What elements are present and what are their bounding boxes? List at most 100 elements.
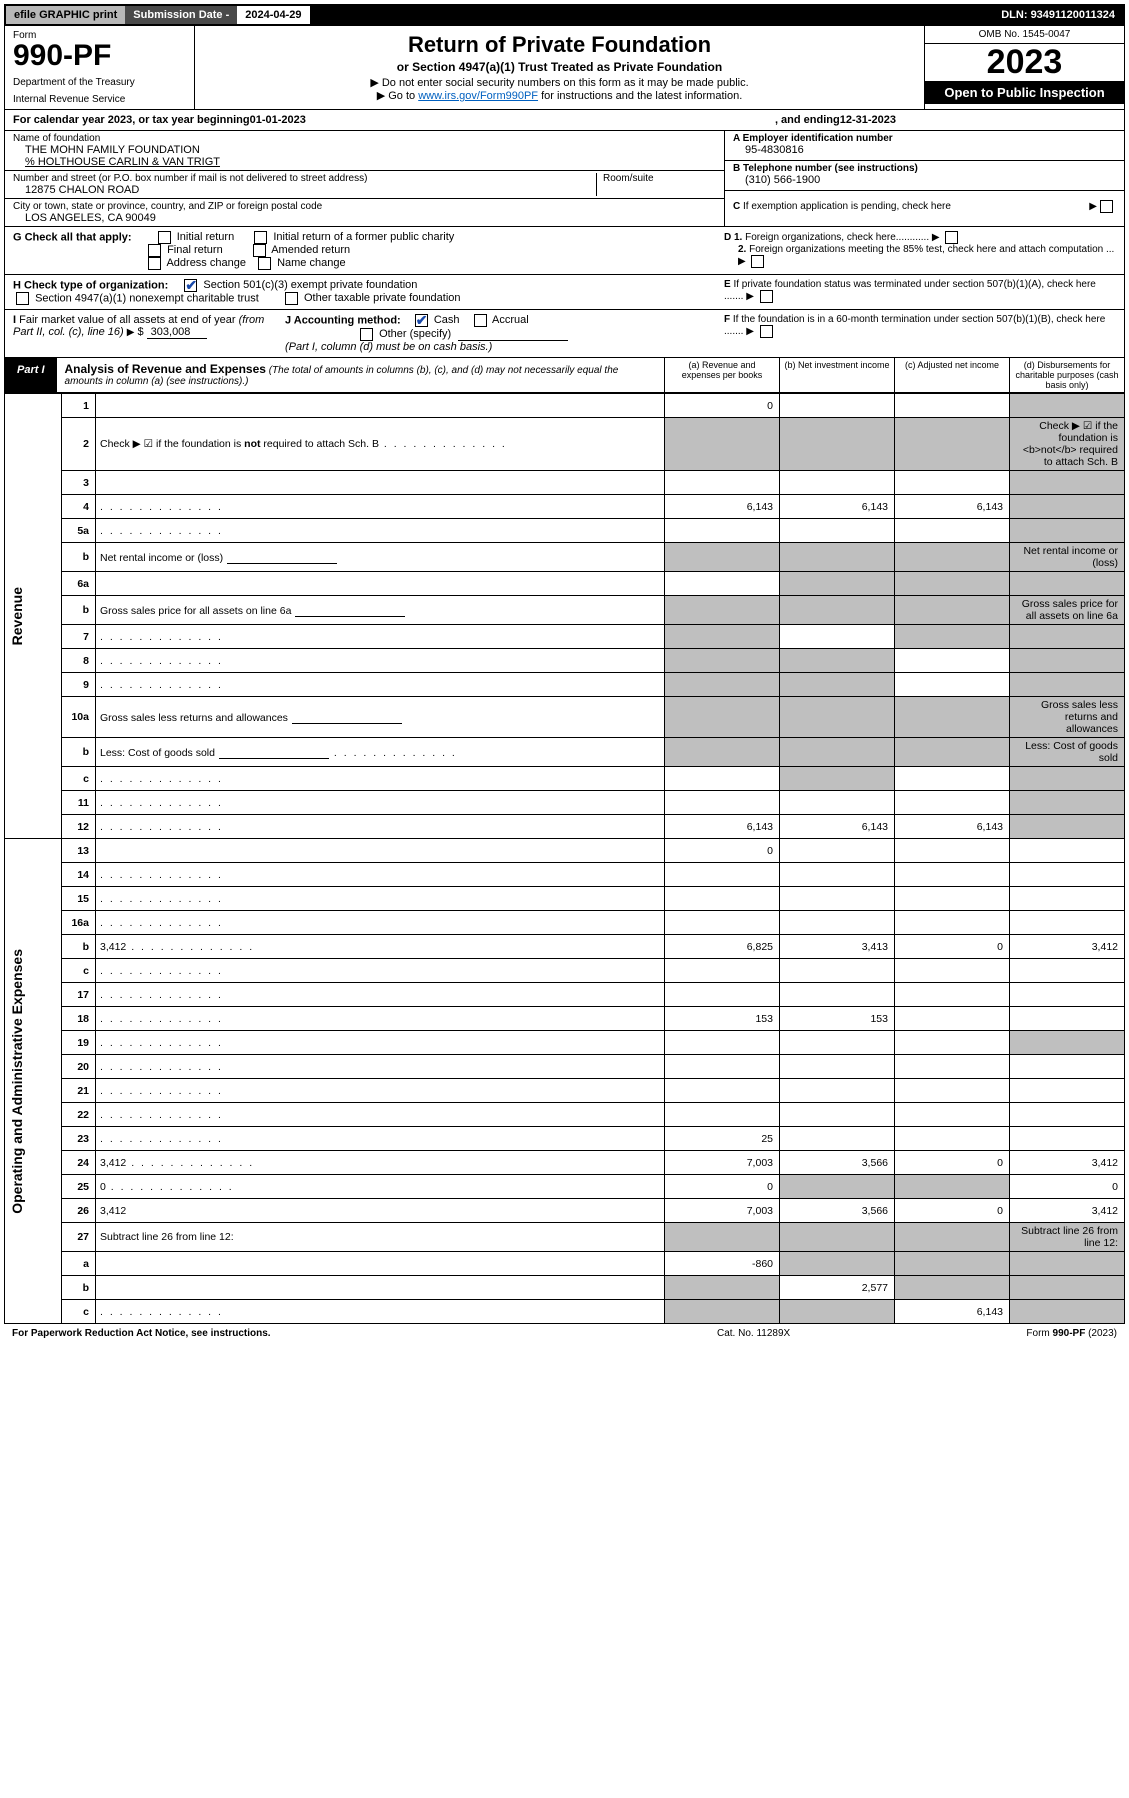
line-value-a bbox=[665, 625, 780, 649]
table-row: b2,577 bbox=[5, 1276, 1125, 1300]
line-value-d bbox=[1010, 887, 1125, 911]
arrow-icon bbox=[127, 326, 135, 338]
line-description bbox=[96, 1055, 665, 1079]
line-value-d bbox=[1010, 1300, 1125, 1324]
line-value-a: 6,143 bbox=[665, 815, 780, 839]
line-value-c bbox=[895, 543, 1010, 572]
line-value-d bbox=[1010, 673, 1125, 697]
accrual-checkbox[interactable] bbox=[474, 314, 487, 327]
line-description bbox=[96, 791, 665, 815]
table-row: 21 bbox=[5, 1079, 1125, 1103]
line-value-a bbox=[665, 1079, 780, 1103]
table-row: 7 bbox=[5, 625, 1125, 649]
line-value-b bbox=[780, 983, 895, 1007]
table-row: 9 bbox=[5, 673, 1125, 697]
name-change-checkbox[interactable] bbox=[258, 257, 271, 270]
submission-date: 2024-04-29 bbox=[237, 6, 309, 24]
line-value-b bbox=[780, 519, 895, 543]
line-value-c: 0 bbox=[895, 1199, 1010, 1223]
line-value-a bbox=[665, 767, 780, 791]
line-description bbox=[96, 887, 665, 911]
page-footer: For Paperwork Reduction Act Notice, see … bbox=[4, 1324, 1125, 1343]
line-description: 3,412 bbox=[96, 1199, 665, 1223]
city-state-zip: LOS ANGELES, CA 90049 bbox=[13, 212, 716, 224]
cash-checkbox[interactable] bbox=[415, 314, 428, 327]
other-method-checkbox[interactable] bbox=[360, 328, 373, 341]
foreign-org-checkbox[interactable] bbox=[945, 231, 958, 244]
line-description bbox=[96, 1103, 665, 1127]
line-value-c bbox=[895, 1103, 1010, 1127]
line-value-b bbox=[780, 911, 895, 935]
table-row: bNet rental income or (loss)Net rental i… bbox=[5, 543, 1125, 572]
table-row: 16a bbox=[5, 911, 1125, 935]
line-value-a: 6,825 bbox=[665, 935, 780, 959]
line-description: Net rental income or (loss) bbox=[96, 543, 665, 572]
line-value-d bbox=[1010, 983, 1125, 1007]
form990pf-link[interactable]: www.irs.gov/Form990PF bbox=[418, 90, 538, 102]
table-row: c bbox=[5, 959, 1125, 983]
line-value-d: Net rental income or (loss) bbox=[1010, 543, 1125, 572]
status-terminated-checkbox[interactable] bbox=[760, 290, 773, 303]
line-number: 8 bbox=[62, 649, 96, 673]
line-number: b bbox=[62, 738, 96, 767]
amended-return-checkbox[interactable] bbox=[253, 244, 266, 257]
line-description bbox=[96, 394, 665, 418]
line-value-c bbox=[895, 572, 1010, 596]
tax-year-begin: 01-01-2023 bbox=[250, 114, 306, 126]
line-value-b bbox=[780, 1103, 895, 1127]
line-value-c bbox=[895, 1127, 1010, 1151]
line-value-a: 6,143 bbox=[665, 495, 780, 519]
501c3-checkbox[interactable] bbox=[184, 279, 197, 292]
line-value-b: 3,566 bbox=[780, 1199, 895, 1223]
line-value-c bbox=[895, 418, 1010, 471]
line-value-b bbox=[780, 394, 895, 418]
line-value-c bbox=[895, 983, 1010, 1007]
exemption-pending-label: If exemption application is pending, che… bbox=[743, 201, 951, 212]
line-number: c bbox=[62, 767, 96, 791]
other-taxable-checkbox[interactable] bbox=[285, 292, 298, 305]
line-value-c bbox=[895, 767, 1010, 791]
line-description bbox=[96, 625, 665, 649]
line-value-a: 7,003 bbox=[665, 1199, 780, 1223]
initial-return-checkbox[interactable] bbox=[158, 231, 171, 244]
final-return-checkbox[interactable] bbox=[148, 244, 161, 257]
line-value-d bbox=[1010, 649, 1125, 673]
line-value-a bbox=[665, 911, 780, 935]
table-row: 8 bbox=[5, 649, 1125, 673]
line-value-d bbox=[1010, 911, 1125, 935]
line-description bbox=[96, 572, 665, 596]
arrow-icon bbox=[746, 291, 754, 302]
status-terminated-label: If private foundation status was termina… bbox=[724, 279, 1096, 302]
line-value-a bbox=[665, 791, 780, 815]
initial-return-public-checkbox[interactable] bbox=[254, 231, 267, 244]
line-value-b bbox=[780, 625, 895, 649]
address-change-checkbox[interactable] bbox=[148, 257, 161, 270]
line-value-a bbox=[665, 1103, 780, 1127]
col-c-header: (c) Adjusted net income bbox=[894, 358, 1009, 392]
submission-label: Submission Date - bbox=[125, 6, 237, 24]
line-number: a bbox=[62, 1252, 96, 1276]
line-value-a bbox=[665, 887, 780, 911]
line-value-c bbox=[895, 1031, 1010, 1055]
line-value-a bbox=[665, 1276, 780, 1300]
4947a1-checkbox[interactable] bbox=[16, 292, 29, 305]
line-value-c bbox=[895, 911, 1010, 935]
line-number: c bbox=[62, 1300, 96, 1324]
line-value-c bbox=[895, 839, 1010, 863]
exemption-pending-checkbox[interactable] bbox=[1100, 200, 1113, 213]
form-footer-label: Form 990-PF (2023) bbox=[917, 1328, 1117, 1339]
line-value-b bbox=[780, 738, 895, 767]
form-title: Return of Private Foundation bbox=[201, 32, 918, 58]
line-value-c bbox=[895, 649, 1010, 673]
col-b-header: (b) Net investment income bbox=[779, 358, 894, 392]
line-description bbox=[96, 495, 665, 519]
foreign-85-checkbox[interactable] bbox=[751, 255, 764, 268]
form-header: Form 990-PF Department of the Treasury I… bbox=[4, 26, 1125, 110]
line-value-b bbox=[780, 767, 895, 791]
line-description: Check ▶ ☑ if the foundation is not requi… bbox=[96, 418, 665, 471]
60month-checkbox[interactable] bbox=[760, 325, 773, 338]
line-value-a: 7,003 bbox=[665, 1151, 780, 1175]
line-number: 19 bbox=[62, 1031, 96, 1055]
line-value-c: 6,143 bbox=[895, 815, 1010, 839]
line-value-b bbox=[780, 543, 895, 572]
